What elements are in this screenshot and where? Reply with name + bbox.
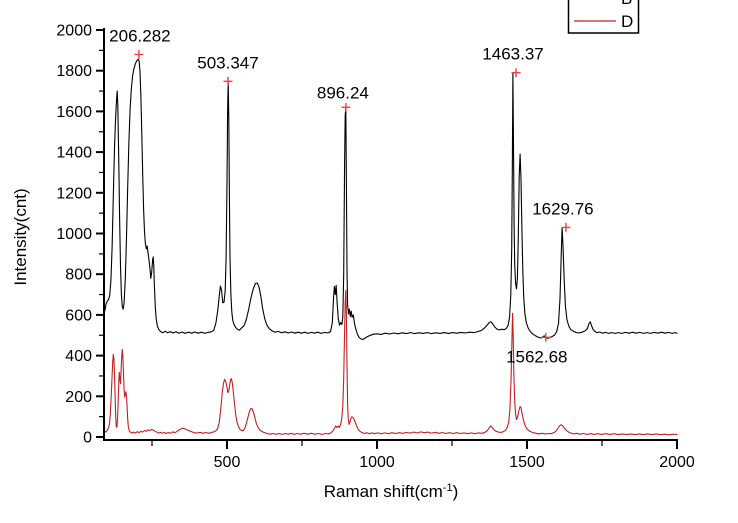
x-tick-label: 1000 bbox=[359, 454, 395, 471]
peak-label: 206.282 bbox=[109, 26, 170, 45]
y-tick-label: 1600 bbox=[56, 104, 92, 121]
x-axis-title-close: ) bbox=[452, 482, 459, 501]
y-tick-label: 0 bbox=[83, 430, 92, 447]
peak-marker-icon bbox=[511, 68, 521, 78]
legend-label: D bbox=[621, 12, 633, 31]
peak-marker-icon bbox=[223, 76, 233, 86]
peak-label: 503.347 bbox=[197, 53, 258, 72]
legend-label: B bbox=[621, 0, 632, 8]
peak-label: 1463.37 bbox=[482, 45, 543, 64]
y-tick-label: 800 bbox=[65, 267, 92, 284]
x-axis-title: Raman shift(cm-1) bbox=[324, 482, 458, 502]
y-tick-label: 200 bbox=[65, 389, 92, 406]
y-tick-label: 600 bbox=[65, 307, 92, 324]
y-tick-label: 1200 bbox=[56, 185, 92, 202]
peak-marker-icon bbox=[134, 49, 144, 59]
legend-box bbox=[567, 0, 640, 34]
peak-marker-icon bbox=[541, 332, 551, 342]
y-axis-title: Intensity(cnt) bbox=[11, 188, 30, 286]
y-tick-label: 1000 bbox=[56, 226, 92, 243]
x-axis-title-text: Raman shift(cm bbox=[323, 482, 443, 501]
x-tick-label: 2000 bbox=[659, 454, 695, 471]
spectrum-trace-B bbox=[104, 58, 678, 341]
x-axis-title-superscript: -1 bbox=[442, 482, 453, 494]
peak-label: 896.24 bbox=[317, 83, 369, 102]
peak-marker-icon bbox=[341, 102, 351, 112]
x-tick-label: 1500 bbox=[509, 454, 545, 471]
x-tick-label: 500 bbox=[214, 454, 241, 471]
peak-label: 1629.76 bbox=[532, 199, 593, 218]
y-tick-label: 1400 bbox=[56, 145, 92, 162]
y-tick-label: 1800 bbox=[56, 63, 92, 80]
peak-marker-icon bbox=[561, 222, 571, 232]
spectrum-trace-D bbox=[104, 289, 678, 436]
peak-label: 1562.68 bbox=[506, 347, 567, 366]
y-tick-label: 2000 bbox=[56, 23, 92, 40]
y-tick-label: 400 bbox=[65, 348, 92, 365]
